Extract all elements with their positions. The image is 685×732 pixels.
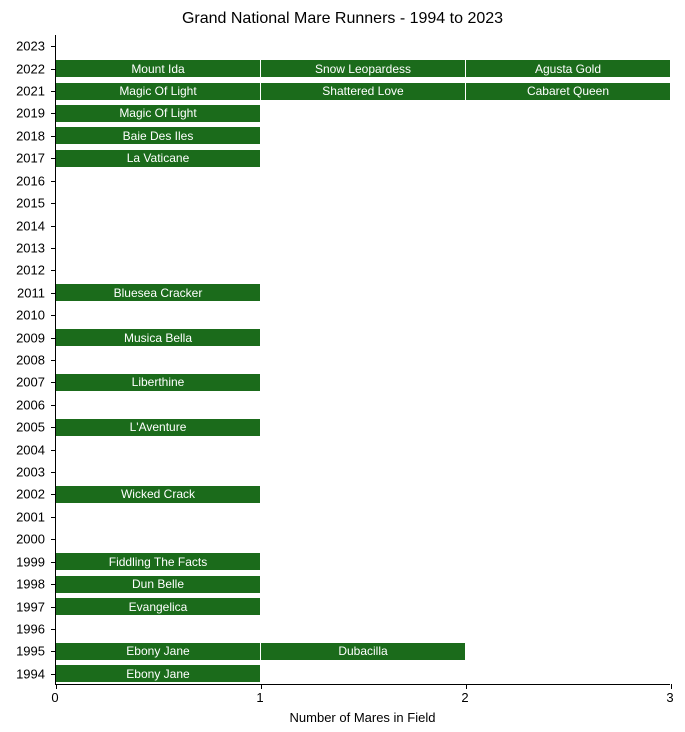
y-axis-tick [51,315,56,316]
y-axis-label: 2022 [16,61,45,76]
bar-row: Baie Des Iles [56,127,261,144]
bar-segment: Musica Bella [56,329,261,346]
bar-segment: Agusta Gold [466,60,671,77]
y-axis-label: 2015 [16,196,45,211]
bar-row: Mount IdaSnow LeopardessAgusta Gold [56,60,671,77]
y-axis-label: 2010 [16,308,45,323]
chart-container: Grand National Mare Runners - 1994 to 20… [0,0,685,732]
bar-segment: Dubacilla [261,643,466,660]
bar-segment: Dun Belle [56,576,261,593]
bar-row: Magic Of Light [56,105,261,122]
bar-row: Fiddling The Facts [56,553,261,570]
bar-segment: Evangelica [56,598,261,615]
x-axis-label: 2 [461,690,468,705]
y-axis-label: 2005 [16,420,45,435]
y-axis-label: 2003 [16,465,45,480]
bar-segment: L'Aventure [56,419,261,436]
bar-row: Magic Of LightShattered LoveCabaret Quee… [56,83,671,100]
bar-segment: Magic Of Light [56,83,261,100]
y-axis-label: 1999 [16,554,45,569]
bar-row: Bluesea Cracker [56,284,261,301]
y-axis-tick [51,46,56,47]
y-axis-label: 2004 [16,442,45,457]
y-axis-label: 2013 [16,240,45,255]
y-axis-label: 2006 [16,397,45,412]
y-axis-label: 2023 [16,39,45,54]
y-axis-label: 2011 [17,285,45,300]
x-axis-label: 0 [51,690,58,705]
bar-row: Wicked Crack [56,486,261,503]
x-axis-tick [466,684,467,689]
y-axis-tick [51,203,56,204]
x-axis-tick [261,684,262,689]
y-axis-label: 2007 [16,375,45,390]
y-axis-label: 2000 [16,532,45,547]
y-axis-tick [51,405,56,406]
y-axis-label: 1997 [16,599,45,614]
y-axis-label: 1998 [16,577,45,592]
y-axis-label: 2021 [16,84,45,99]
bar-segment: Shattered Love [261,83,466,100]
bar-segment: La Vaticane [56,150,261,167]
x-axis-tick [56,684,57,689]
y-axis-label: 2012 [16,263,45,278]
bar-segment: Magic Of Light [56,105,261,122]
bar-row: Evangelica [56,598,261,615]
bar-row: Liberthine [56,374,261,391]
x-axis-tick [671,684,672,689]
bar-segment: Ebony Jane [56,643,261,660]
y-axis-tick [51,450,56,451]
y-axis-tick [51,517,56,518]
chart-title: Grand National Mare Runners - 1994 to 20… [0,10,685,28]
bar-row: Ebony JaneDubacilla [56,643,466,660]
x-axis-label: 1 [256,690,263,705]
y-axis-tick [51,226,56,227]
y-axis-tick [51,629,56,630]
y-axis-label: 2001 [16,509,45,524]
bar-segment: Fiddling The Facts [56,553,261,570]
bar-segment: Snow Leopardess [261,60,466,77]
bar-row: Dun Belle [56,576,261,593]
bar-row: Musica Bella [56,329,261,346]
y-axis-label: 1995 [16,644,45,659]
bar-segment: Cabaret Queen [466,83,671,100]
bar-row: L'Aventure [56,419,261,436]
bar-segment: Wicked Crack [56,486,261,503]
bar-segment: Bluesea Cracker [56,284,261,301]
y-axis-label: 2016 [16,173,45,188]
y-axis-label: 2019 [16,106,45,121]
y-axis-tick [51,360,56,361]
y-axis-label: 2008 [16,353,45,368]
y-axis-label: 2018 [16,128,45,143]
bar-segment: Liberthine [56,374,261,391]
y-axis-tick [51,472,56,473]
bar-segment: Baie Des Iles [56,127,261,144]
bar-segment: Ebony Jane [56,665,261,682]
bar-row: La Vaticane [56,150,261,167]
y-axis-tick [51,181,56,182]
y-axis-tick [51,539,56,540]
x-axis-label: 3 [666,690,673,705]
y-axis-label: 2002 [16,487,45,502]
bar-row: Ebony Jane [56,665,261,682]
y-axis-label: 2017 [16,151,45,166]
plot-area: Mount IdaSnow LeopardessAgusta Gold Magic… [55,35,670,685]
y-axis-label: 2009 [16,330,45,345]
y-axis-labels: 2023 2022 2021 2019 2018 2017 2016 2015 2014 2013… [0,35,50,685]
y-axis-tick [51,248,56,249]
y-axis-label: 1994 [16,666,45,681]
y-axis-label: 2014 [16,218,45,233]
y-axis-label: 1996 [16,621,45,636]
x-axis-title: Number of Mares in Field [55,710,670,725]
bar-segment: Mount Ida [56,60,261,77]
y-axis-tick [51,270,56,271]
